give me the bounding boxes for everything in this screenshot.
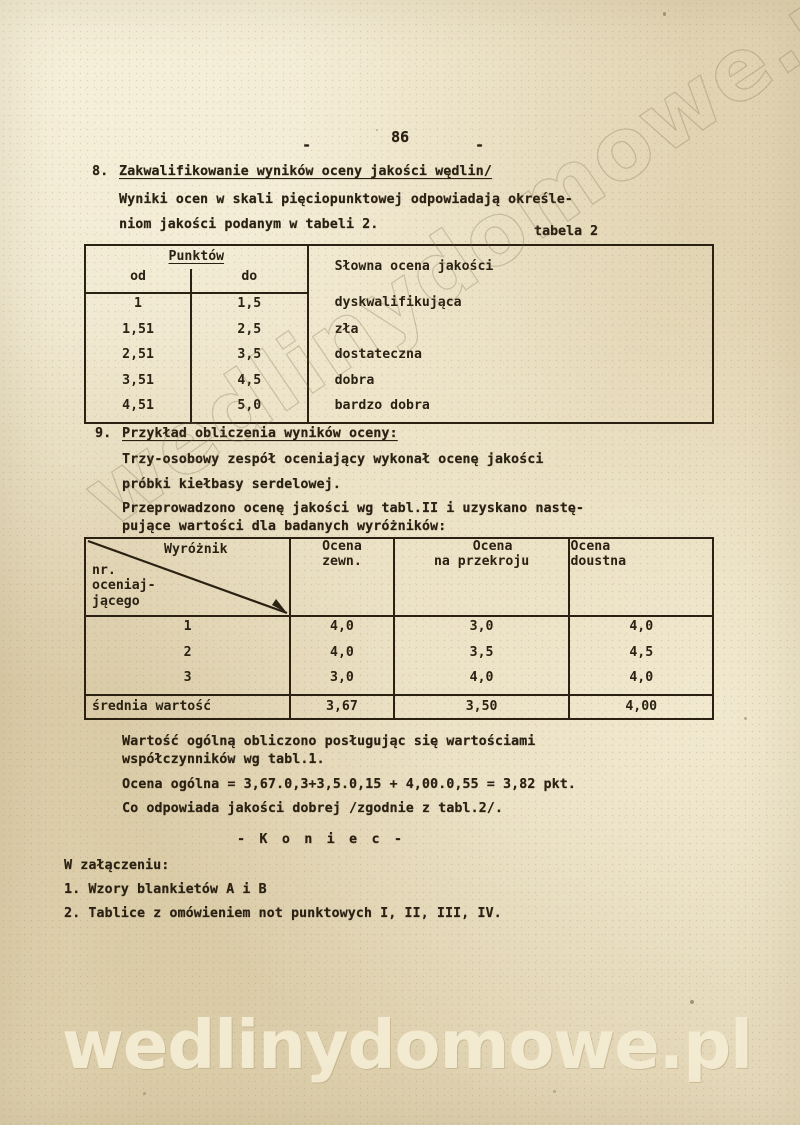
cell-average-przekroj: 3,50 <box>392 694 570 719</box>
page-number-value: 86 <box>390 128 410 146</box>
cell-nr: 2 <box>183 644 192 660</box>
cell-average-zewn: 3,67 <box>289 694 394 719</box>
cell-nr: 3 <box>85 668 291 696</box>
quality-scale-table: Punktów Słowna ocena jakości od do 1 1,5… <box>84 244 714 424</box>
cell-ocena: dyskwalifikująca <box>306 293 713 320</box>
table-2-header-row: Wyróżnik nr. oceniaj- jącego Ocena zewn.… <box>85 538 713 617</box>
table-2-corner-bottom-label: nr. oceniaj- jącego <box>92 563 156 609</box>
conclusion-line-4: Co odpowiada jakości dobrej /zgodnie z t… <box>122 801 503 816</box>
attachment-item-2: 2. Tablice z omówieniem not punktowych I… <box>64 906 502 921</box>
cell-od: 4,51 <box>122 398 154 413</box>
table-2-header-przekroj: Ocena na przekroju <box>392 538 570 617</box>
table-row: 1 1,5 dyskwalifikująca <box>85 293 713 320</box>
page-number-dash-right: - <box>475 136 485 154</box>
table-2-corner-top-label: Wyróżnik <box>164 542 228 557</box>
table-1-header-group-row: Punktów Słowna ocena jakości <box>85 245 713 293</box>
table-row: 2,51 3,5 dostateczna <box>85 345 713 371</box>
table-1-header-punktow: Punktów <box>168 249 225 264</box>
cell-ocena: bardzo dobra <box>306 396 713 423</box>
table-row: 3 3,0 4,0 4,0 <box>85 668 713 696</box>
cell-doustna: 4,5 <box>568 642 713 668</box>
table-row: 2 4,0 3,5 4,5 <box>85 642 713 668</box>
table-row: 3,51 4,5 dobra <box>85 370 713 396</box>
cell-ocena: zła <box>306 319 713 345</box>
cell-doustna: 4,0 <box>568 616 713 643</box>
evaluation-results-table: Wyróżnik nr. oceniaj- jącego Ocena zewn.… <box>84 537 714 720</box>
cell-ocena: dobra <box>306 370 713 396</box>
section-8-heading: Zakwalifikowanie wyników oceny jakości w… <box>119 164 492 179</box>
cell-doustna: 4,0 <box>568 668 713 696</box>
cell-przekroj: 3,0 <box>392 616 570 643</box>
section-8-number: 8. <box>92 164 109 179</box>
section-9-number: 9. <box>95 426 112 441</box>
cell-do: 1,5 <box>190 293 308 320</box>
table-1-header-do: do <box>190 269 308 294</box>
section-9-heading: Przykład obliczenia wyników oceny: <box>122 426 398 441</box>
conclusion-line-1: Wartość ogólną obliczono posługując się … <box>122 734 536 749</box>
table-2-header-zewn: Ocena zewn. <box>289 538 394 617</box>
page-number: - 86 - <box>0 128 800 154</box>
cell-przekroj: 3,5 <box>392 642 570 668</box>
table-row: 1,51 2,5 zła <box>85 319 713 345</box>
section-9-body-line-3: Przeprowadzono ocenę jakości wg tabl.II … <box>122 501 585 516</box>
attachment-item-1: 1. Wzory blankietów A i B <box>64 882 267 897</box>
section-8-body-line-2: niom jakości podanym w tabeli 2. <box>119 217 379 232</box>
table-2-header-doustna: Ocena doustna <box>568 538 713 617</box>
cell-ocena: dostateczna <box>306 345 713 371</box>
cell-do: 4,5 <box>190 370 308 396</box>
table-1-header-ocena: Słowna ocena jakości <box>306 245 713 293</box>
cell-do: 5,0 <box>190 396 308 423</box>
section-9-body-line-2: próbki kiełbasy serdelowej. <box>122 477 341 492</box>
page-number-dash-left: - <box>302 136 312 154</box>
cell-do: 3,5 <box>190 345 308 371</box>
section-9-body-line-4: pujące wartości dla badanych wyróżników: <box>122 519 447 534</box>
table-row: 4,51 5,0 bardzo dobra <box>85 396 713 423</box>
cell-zewn: 4,0 <box>289 616 394 643</box>
conclusion-line-3: Ocena ogólna = 3,67.0,3+3,5.0,15 + 4,00.… <box>122 777 576 792</box>
cell-nr: 1 <box>183 619 192 634</box>
table-row: 1 4,0 3,0 4,0 <box>85 616 713 643</box>
cell-average-label: średnia wartość <box>92 698 212 714</box>
cell-od: 1 <box>134 296 142 311</box>
section-8-body-line-1: Wyniki ocen w skali pięciopunktowej odpo… <box>119 192 573 207</box>
cell-zewn: 4,0 <box>289 642 394 668</box>
cell-do: 2,5 <box>190 319 308 345</box>
cell-przekroj: 4,0 <box>392 668 570 696</box>
table-2-corner-header: Wyróżnik nr. oceniaj- jącego <box>85 538 291 617</box>
koniec-line: - K o n i e c - <box>237 832 406 847</box>
table-2-average-row: średnia wartość 3,67 3,50 4,00 <box>85 694 713 719</box>
attachments-heading: W załączeniu: <box>64 858 170 873</box>
conclusion-line-2: współczynników wg tabl.1. <box>122 752 325 767</box>
cell-average-doustna: 4,00 <box>568 694 713 719</box>
cell-zewn: 3,0 <box>289 668 394 696</box>
table-1-header-od: od <box>85 269 192 294</box>
cell-od: 1,51 <box>122 321 154 337</box>
cell-od: 3,51 <box>122 372 154 388</box>
section-9-body-line-1: Trzy-osobowy zespół oceniający wykonał o… <box>122 452 544 467</box>
cell-od: 2,51 <box>122 347 154 362</box>
table-1-label: tabela 2 <box>534 224 599 239</box>
